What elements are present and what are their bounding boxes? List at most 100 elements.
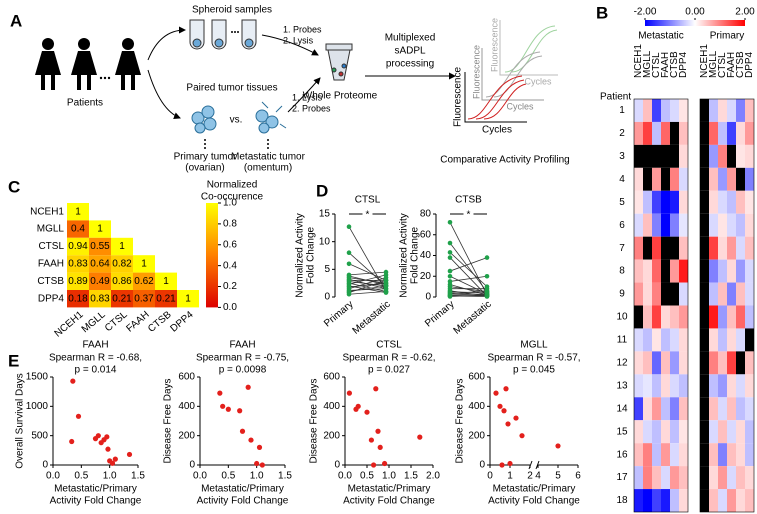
heatmap-cell <box>652 466 661 490</box>
heatmap-cell <box>700 259 709 283</box>
y-tick-label: 200 <box>178 430 195 441</box>
row-label: 11 <box>617 335 628 346</box>
heatmap-cell <box>736 351 745 375</box>
row-label: 3 <box>619 151 625 162</box>
pair-line <box>449 294 488 297</box>
heatmap-cell <box>111 255 133 273</box>
y-axis-label: Fold Change <box>306 226 317 284</box>
heatmap-cell <box>679 466 688 490</box>
heatmap-cell <box>679 99 688 122</box>
heatmap-cell <box>155 290 177 308</box>
heatmap-cell <box>727 466 736 490</box>
heatmap-cell <box>679 121 688 145</box>
row-label: MGLL <box>37 224 65 235</box>
heatmap-cell <box>727 190 736 214</box>
column-label: NCEH1 <box>53 309 86 339</box>
x-tick-label: 0.0 <box>338 471 352 482</box>
y-tick-label: 5 <box>324 264 330 275</box>
diagram-label: Patients <box>67 98 103 109</box>
heatmap-cell <box>700 351 709 375</box>
cell-label: 0.21 <box>156 293 176 304</box>
heatmap-cell <box>661 259 670 283</box>
row-label: 13 <box>616 380 628 391</box>
heatmap-cell <box>736 236 745 260</box>
heatmap-cell <box>679 420 688 444</box>
heatmap-cell <box>727 397 736 421</box>
heatmap-cell <box>718 259 727 283</box>
heatmap-cell <box>727 282 736 306</box>
y-axis-label: Overall Survival Days <box>15 373 26 469</box>
chart-subtitle: p = 0.0098 <box>219 365 267 376</box>
heatmap-cell <box>745 374 754 398</box>
heatmap-cell <box>745 397 754 421</box>
diagram-label: Whole Proteome <box>303 91 378 102</box>
x-tick-label: 0.5 <box>360 471 374 482</box>
heatmap-cell <box>736 443 745 467</box>
heatmap-cell <box>709 466 718 490</box>
heatmap-cell <box>736 282 745 306</box>
column-label: DPP4 <box>169 309 196 334</box>
row-label: 6 <box>619 220 625 231</box>
y-axis-label: Disease Free Days <box>163 378 174 463</box>
chart-title: MGLL <box>520 340 548 351</box>
heatmap-cell <box>652 420 661 444</box>
heatmap-cell <box>670 213 679 237</box>
colorbar-tick-label: 0.8 <box>223 219 237 230</box>
annotation: * <box>366 210 370 221</box>
y-tick-label: 0 <box>42 460 48 471</box>
point <box>377 444 383 450</box>
heatmap-cell <box>643 99 652 122</box>
row-label: 8 <box>619 266 625 277</box>
row-label: 14 <box>616 403 628 414</box>
x-tick-label: 6 <box>575 471 581 482</box>
diagram-label: 2. Probes <box>292 103 331 113</box>
heatmap-cell <box>718 167 727 191</box>
heatmap-cell <box>652 489 661 512</box>
point <box>245 384 251 390</box>
y-tick-label: 400 <box>178 401 195 412</box>
heatmap-cell <box>700 236 709 260</box>
y-tick-label: 400 <box>468 401 485 412</box>
heatmap-cell <box>670 305 679 329</box>
heatmap-cell <box>670 420 679 444</box>
heatmap-cell <box>709 489 718 512</box>
point <box>501 408 507 414</box>
diagram-label: (ovarian) <box>185 163 224 174</box>
chart-subtitle: Spearman R = -0.62, <box>342 353 435 364</box>
x-tick-label: 2 <box>527 471 533 482</box>
point <box>254 460 260 467</box>
heatmap-cell <box>679 236 688 260</box>
heatmap-cell <box>661 282 670 306</box>
y-tick-label: 15 <box>319 209 331 220</box>
y-tick-label: 0 <box>324 292 330 303</box>
chart-title: FAAH <box>229 340 255 351</box>
row-label: CTSB <box>37 276 64 287</box>
point <box>499 462 505 468</box>
heatmap-cell <box>634 236 643 260</box>
cell-label: 0.49 <box>90 276 110 287</box>
heatmap-cell <box>700 489 709 512</box>
point <box>555 443 561 449</box>
heatmap-cell <box>652 99 661 122</box>
x-tick-label: 1.0 <box>250 471 264 482</box>
x-axis-label: Metastatic/Primary <box>348 484 431 495</box>
pair-line <box>348 274 387 285</box>
heatmap-cell <box>718 190 727 214</box>
arrow <box>147 69 181 120</box>
heatmap-cell <box>700 121 709 145</box>
heatmap-cell <box>745 99 754 122</box>
y-tick-label: 0 <box>425 292 431 303</box>
cell-label: 0.83 <box>68 259 88 270</box>
colorbar-tick-label: -2.00 <box>634 7 657 18</box>
row-label: 10 <box>616 312 628 323</box>
heatmap-cell <box>736 167 745 191</box>
heatmap-cell <box>670 374 679 398</box>
heatmap-cell <box>679 167 688 191</box>
y-tick-label: 600 <box>468 372 485 383</box>
heatmap-cell <box>643 328 652 352</box>
heatmap-cell <box>727 443 736 467</box>
heatmap-cell <box>745 328 754 352</box>
x-axis-label: Activity Fold Change <box>343 496 435 507</box>
heatmap-cell <box>679 305 688 329</box>
heatmap-cell <box>679 489 688 512</box>
